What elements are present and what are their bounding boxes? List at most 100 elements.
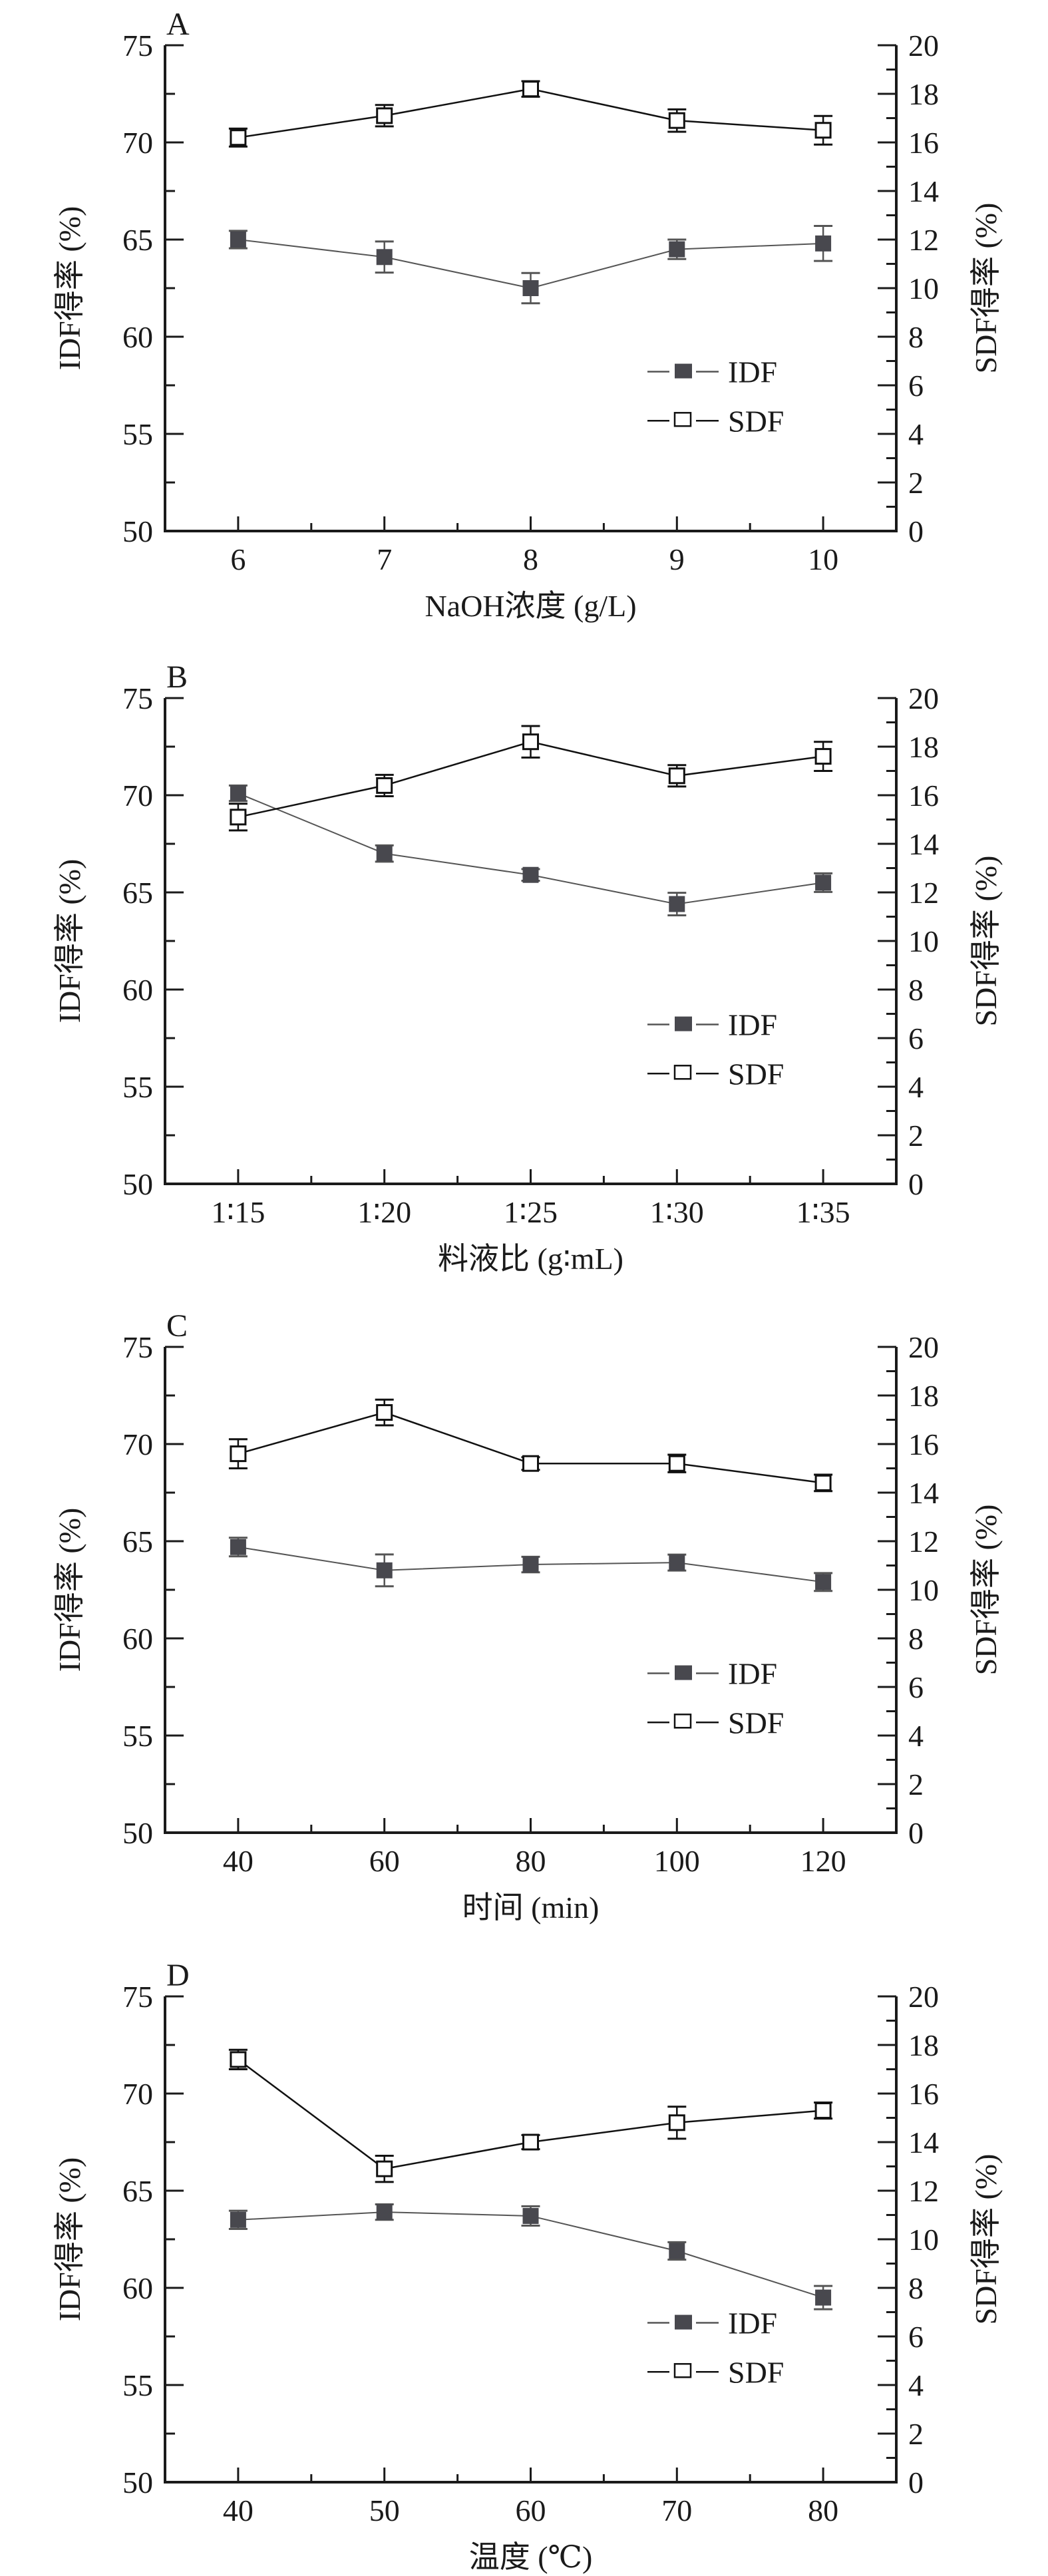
- legend-open-square-icon: [673, 1714, 692, 1729]
- legend-filled-square-icon: [675, 2314, 692, 2330]
- panel-label: B: [166, 659, 188, 695]
- data-point-idf: [522, 280, 539, 296]
- legend-filled-square-icon: [675, 1016, 692, 1031]
- data-point-sdf: [522, 733, 539, 751]
- right-tick-label: 8: [908, 1622, 924, 1656]
- x-tick-label: 100: [654, 1844, 700, 1878]
- x-tick-label: 1∶35: [796, 1195, 850, 1229]
- left-tick-label: 70: [122, 126, 153, 160]
- right-tick-label: 18: [908, 730, 939, 764]
- right-tick-label: 8: [908, 2271, 924, 2305]
- x-tick-label: 60: [369, 1844, 400, 1878]
- data-point-sdf: [522, 81, 539, 98]
- panel-label: C: [166, 1308, 188, 1344]
- series-idf: [228, 784, 833, 916]
- legend-label: SDF: [728, 1057, 784, 1091]
- series-idf: [228, 2203, 833, 2310]
- x-tick-label: 6: [230, 542, 246, 576]
- series-line-sdf: [238, 2058, 824, 2170]
- series-idf: [228, 1537, 833, 1592]
- data-point-idf: [230, 1539, 246, 1555]
- left-tick-label: 75: [122, 681, 153, 715]
- right-tick-label: 20: [908, 1980, 939, 2014]
- data-point-sdf: [376, 777, 393, 794]
- data-point-idf: [376, 249, 393, 266]
- right-tick-label: 4: [908, 1070, 924, 1104]
- series-sdf: [228, 725, 833, 832]
- x-tick-label: 10: [808, 542, 838, 576]
- legend-item-sdf: SDF: [647, 1057, 784, 1091]
- right-tick-label: 8: [908, 320, 924, 354]
- legend-item-idf: IDF: [647, 2306, 777, 2340]
- right-tick-label: 10: [908, 924, 939, 958]
- right-tick-label: 16: [908, 126, 939, 160]
- x-tick-label: 50: [369, 2493, 400, 2527]
- chart-panel-d: D 50 55 60 65 70 75 0 2 4 6 8 10 12 14 16 18 20 40 50 60 70 80…: [53, 1958, 1003, 2574]
- x-axis-title: NaOH浓度 (g/L): [425, 589, 636, 623]
- legend-label: SDF: [728, 2355, 784, 2389]
- right-tick-label: 2: [908, 1767, 924, 1801]
- data-point-sdf: [814, 2102, 832, 2119]
- right-tick-label: 14: [908, 174, 939, 208]
- right-tick-label: 20: [908, 1330, 939, 1364]
- legend-label: IDF: [728, 2306, 777, 2340]
- left-tick-label: 50: [122, 1816, 153, 1850]
- right-tick-label: 4: [908, 1719, 924, 1753]
- right-tick-label: 6: [908, 369, 924, 403]
- legend-item-sdf: SDF: [647, 2355, 784, 2389]
- data-point-idf: [230, 785, 246, 802]
- x-tick-label: 60: [516, 2493, 546, 2527]
- right-tick-label: 16: [908, 1427, 939, 1461]
- data-point-idf: [522, 2207, 539, 2224]
- legend-label: IDF: [728, 1008, 777, 1042]
- right-tick-label: 10: [908, 2223, 939, 2257]
- right-tick-label: 6: [908, 1021, 924, 1055]
- left-tick-label: 70: [122, 779, 153, 813]
- left-tick-label: 75: [122, 1980, 153, 2014]
- left-tick-label: 65: [122, 1525, 153, 1559]
- legend-item-idf: IDF: [647, 355, 777, 389]
- data-point-idf: [522, 866, 539, 883]
- right-tick-label: 14: [908, 2125, 939, 2159]
- left-tick-label: 55: [122, 417, 153, 451]
- data-point-sdf: [814, 748, 832, 765]
- left-tick-label: 70: [122, 1427, 153, 1461]
- left-tick-label: 65: [122, 223, 153, 257]
- legend-label: IDF: [728, 1657, 777, 1691]
- right-tick-label: 4: [908, 417, 924, 451]
- series-idf: [228, 225, 833, 305]
- x-axis-title: 料液比 (g∶mL): [438, 1242, 623, 1276]
- right-tick-label: 0: [908, 1816, 924, 1850]
- chart-panel-c: C 50 55 60 65 70 75 0 2 4 6 8 10 12 14 16 18 20 40 60 80 100 1…: [53, 1308, 1003, 1925]
- right-tick-label: 14: [908, 827, 939, 861]
- series-sdf: [228, 80, 833, 148]
- legend-label: IDF: [728, 355, 777, 389]
- legend-open-square-icon: [673, 412, 692, 427]
- right-tick-label: 0: [908, 1167, 924, 1201]
- data-point-sdf: [230, 809, 247, 826]
- x-tick-label: 7: [377, 542, 392, 576]
- left-tick-label: 55: [122, 1719, 153, 1753]
- x-tick-label: 1∶15: [211, 1195, 265, 1229]
- right-tick-label: 16: [908, 2077, 939, 2111]
- data-point-idf: [669, 1555, 685, 1571]
- left-tick-label: 70: [122, 2077, 153, 2111]
- legend-item-sdf: SDF: [647, 404, 784, 438]
- data-point-sdf: [376, 107, 393, 124]
- data-point-idf: [815, 1574, 832, 1590]
- data-point-idf: [230, 2211, 246, 2228]
- right-tick-label: 8: [908, 973, 924, 1007]
- right-tick-label: 2: [908, 466, 924, 500]
- legend-open-square-icon: [673, 1065, 692, 1080]
- x-tick-label: 80: [516, 1844, 546, 1878]
- right-tick-label: 20: [908, 681, 939, 715]
- data-point-idf: [230, 232, 246, 248]
- data-point-idf: [669, 2243, 685, 2259]
- right-tick-label: 18: [908, 2028, 939, 2062]
- data-point-sdf: [814, 1474, 832, 1491]
- legend: IDF SDF: [647, 1008, 784, 1091]
- data-point-idf: [376, 2204, 393, 2221]
- left-tick-label: 65: [122, 2174, 153, 2208]
- right-tick-label: 20: [908, 29, 939, 63]
- right-y-axis-title: SDF得率 (%): [969, 203, 1003, 374]
